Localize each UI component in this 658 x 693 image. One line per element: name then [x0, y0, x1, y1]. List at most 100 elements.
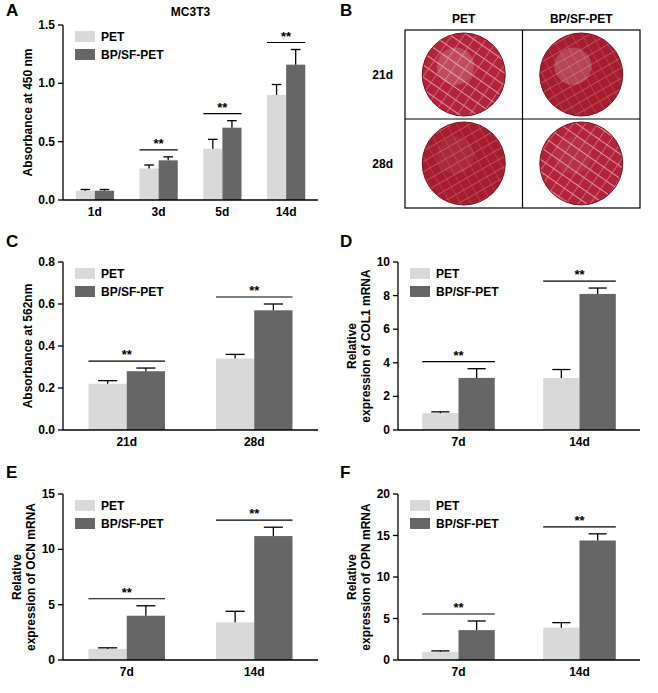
error-bar — [98, 648, 117, 649]
scaffold-highlight — [554, 48, 591, 85]
y-tick-label: 0.2 — [38, 381, 55, 395]
row-label: 21d — [372, 68, 393, 82]
y-axis-line — [62, 25, 63, 200]
legend-swatch — [75, 518, 95, 529]
error-stem — [273, 304, 274, 310]
x-tick-label: 21d — [116, 435, 137, 449]
error-bar — [431, 650, 449, 652]
significance-label: ** — [574, 513, 585, 528]
legend-label: BP/SF-PET — [101, 285, 164, 299]
x-tick-label: 7d — [451, 435, 465, 449]
legend-swatch — [410, 500, 430, 511]
column-label: BP/SF-PET — [550, 12, 613, 26]
error-bar — [431, 412, 449, 413]
y-tick-label: 0.4 — [38, 339, 55, 353]
x-tick-label: 5d — [215, 205, 229, 219]
significance-label: ** — [154, 136, 165, 151]
panel: D02468107d14dRelativeexpression of COL1 … — [340, 232, 640, 449]
error-stem — [276, 85, 277, 96]
error-cap — [272, 84, 282, 85]
error-cap — [136, 605, 155, 606]
error-bar — [589, 534, 607, 541]
y-tick-label: 6 — [383, 322, 390, 336]
bar — [216, 622, 254, 660]
column-label: PET — [452, 12, 476, 26]
y-tick — [58, 24, 63, 25]
x-tick-label: 3d — [152, 205, 166, 219]
legend-label: BP/SF-PET — [101, 517, 164, 531]
legend-label: BP/SF-PET — [436, 285, 499, 299]
error-stem — [234, 611, 235, 622]
error-bar — [468, 369, 486, 378]
legend-swatch — [75, 500, 95, 511]
marks — [76, 50, 306, 201]
grid-frame — [405, 30, 640, 208]
y-tick-label: 0 — [48, 653, 55, 667]
axes — [63, 25, 318, 200]
legend-swatch — [75, 286, 95, 297]
legend-label: BP/SF-PET — [101, 48, 164, 62]
significance-label: ** — [453, 348, 464, 363]
significance-label: ** — [122, 585, 133, 600]
error-stem — [476, 369, 477, 378]
panel: AMC3T30.00.51.01.51d3d5d14dAbsorbance at… — [6, 1, 318, 219]
panel: BPETBP/SF-PET21d28d — [340, 1, 640, 208]
bar — [127, 371, 165, 430]
y-axis-title: Absorbance at 562nm — [21, 284, 35, 409]
x-tick-label: 14d — [569, 665, 590, 679]
error-stem — [597, 288, 598, 294]
y-tick-label: 15 — [377, 529, 391, 543]
y-axis-title-line: Absorbance at 450 nm — [21, 48, 35, 176]
x-axis-line — [63, 659, 318, 660]
bar — [459, 630, 495, 660]
bar — [159, 160, 178, 200]
legend-swatch — [75, 31, 95, 42]
bar — [89, 649, 127, 660]
scaffold-highlight — [437, 137, 474, 174]
legend-swatch — [410, 518, 430, 529]
bar — [580, 540, 616, 660]
panel: E0510157d14dRelativeexpression of OCN mR… — [6, 463, 318, 679]
x-axis-line — [63, 199, 318, 200]
legend-label: BP/SF-PET — [436, 517, 499, 531]
bar — [222, 128, 241, 200]
error-bar — [589, 288, 607, 294]
y-tick-label: 0 — [383, 423, 390, 437]
y-axis-title-line: Absorbance at 562nm — [21, 284, 35, 409]
stained-scaffold — [540, 122, 623, 205]
bar — [140, 169, 159, 201]
error-cap — [552, 622, 570, 623]
error-cap — [589, 287, 607, 288]
bar — [127, 616, 165, 660]
panel-letter: B — [340, 1, 352, 20]
significance-label: ** — [574, 267, 585, 282]
y-tick-label: 0.5 — [38, 135, 55, 149]
y-axis-title-line: expression of COL1 mRNA — [359, 269, 373, 423]
y-tick — [58, 549, 63, 550]
error-bar — [98, 381, 117, 384]
panel-letter: C — [6, 232, 18, 251]
error-stem — [597, 534, 598, 541]
legend-label: PET — [436, 267, 460, 281]
scaffold-highlight — [437, 48, 474, 85]
error-stem — [476, 621, 477, 630]
error-cap — [431, 411, 449, 412]
bar — [422, 413, 458, 430]
y-axis-line — [62, 494, 63, 660]
error-bar — [136, 368, 155, 371]
bar — [254, 536, 292, 660]
error-bar — [552, 623, 570, 628]
error-cap — [589, 533, 607, 534]
significance-label: ** — [217, 100, 228, 115]
significance-label: ** — [453, 600, 464, 615]
error-cap — [100, 189, 110, 190]
y-tick — [58, 659, 63, 660]
y-tick-label: 0.0 — [38, 423, 55, 437]
y-tick-label: 15 — [42, 487, 56, 501]
significance-label: ** — [249, 283, 260, 298]
error-bar — [272, 85, 282, 96]
bar — [254, 310, 292, 430]
scaffold-highlight — [554, 137, 591, 174]
y-tick — [58, 199, 63, 200]
error-stem — [561, 370, 562, 378]
